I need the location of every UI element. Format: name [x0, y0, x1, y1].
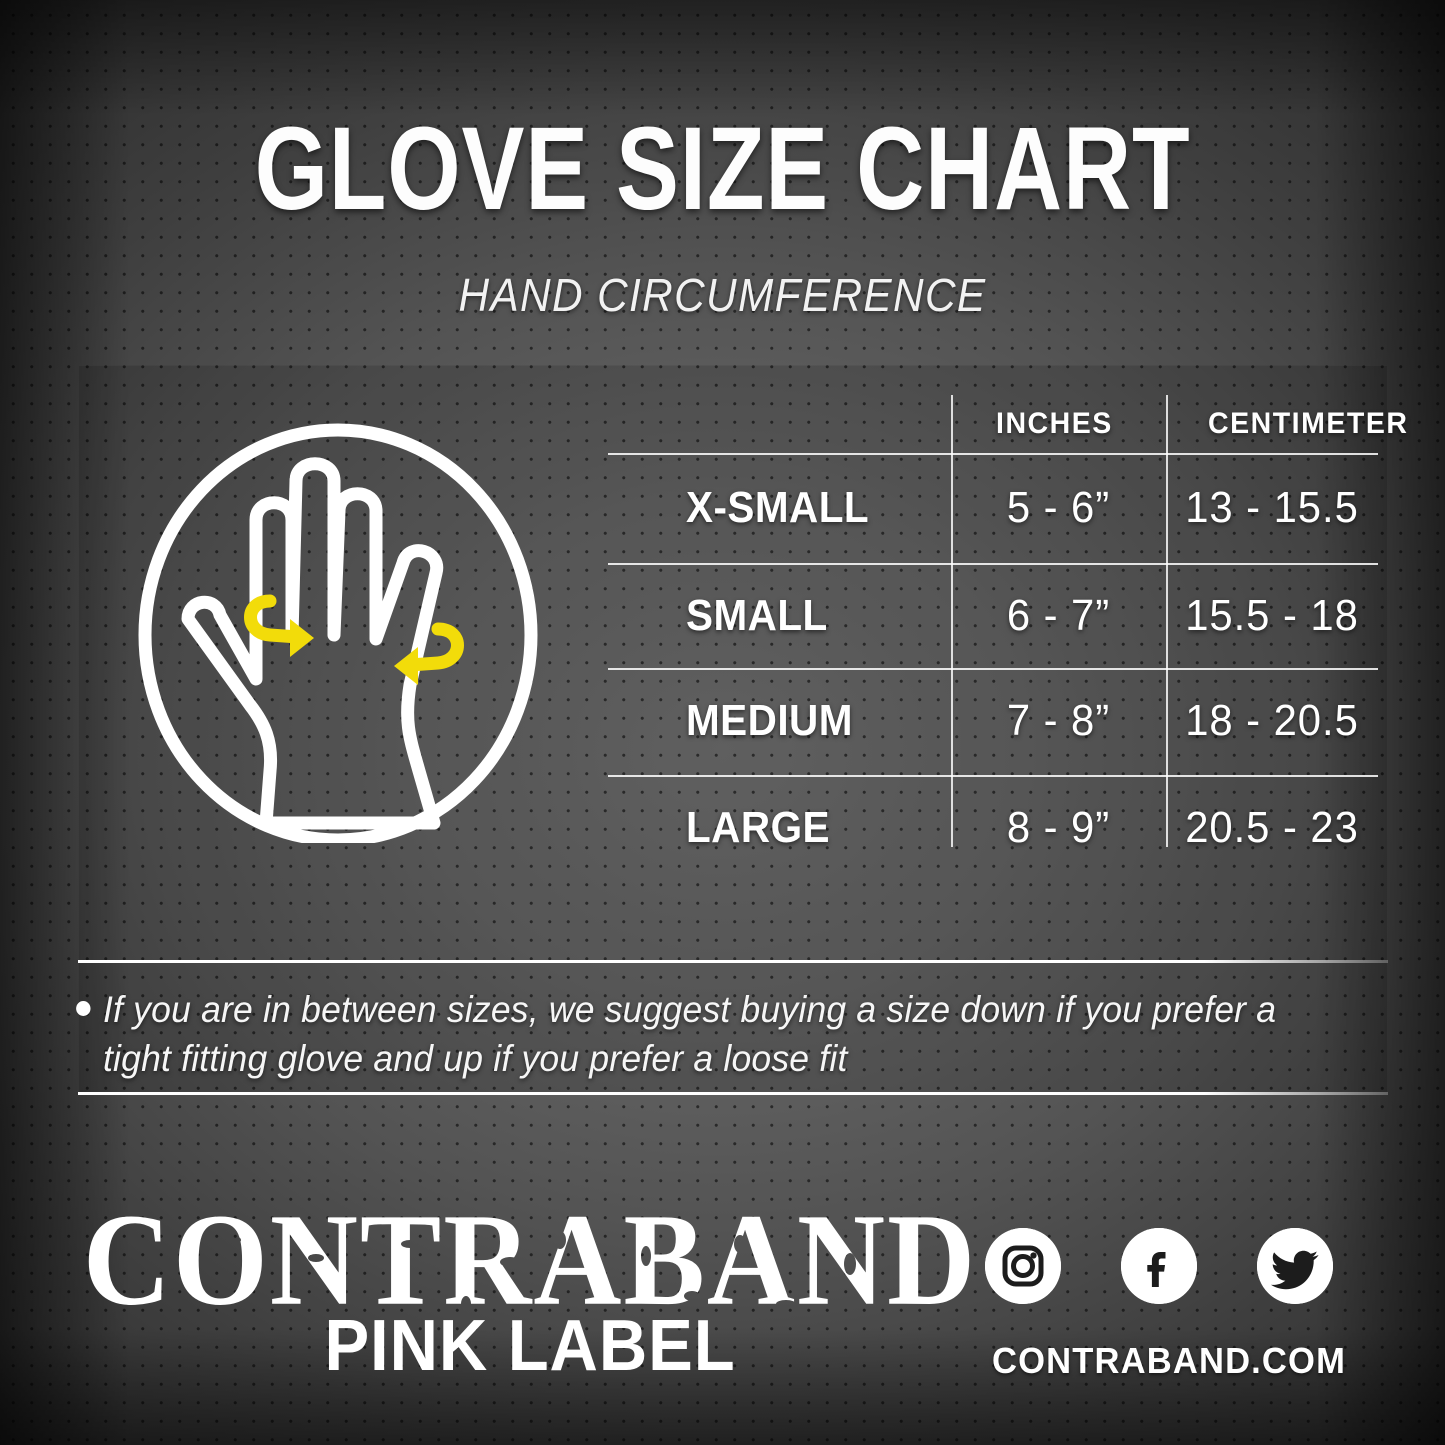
- brand-logo-distressed-mask: CONTRABAND: [83, 1200, 977, 1333]
- table-row-divider-0: [608, 453, 1378, 455]
- twitter-icon[interactable]: [1257, 1228, 1333, 1304]
- table-cell-centimeter: 15.5 - 18: [1185, 591, 1359, 640]
- table-cell-inches: 6 - 7”: [1006, 591, 1111, 640]
- social-links: CONTRABAND.COM: [985, 1228, 1347, 1388]
- table-cell-inches: 8 - 9”: [1006, 803, 1111, 852]
- table-row-divider-1: [608, 563, 1378, 565]
- table-cell-centimeter: 18 - 20.5: [1185, 696, 1359, 745]
- measure-arrow-left: [244, 594, 314, 657]
- note-divider-top: [78, 960, 1388, 963]
- brand-logo: CONTRABAND PINK LABEL: [80, 1200, 980, 1385]
- page-subtitle: HAND CIRCUMFERENCE: [458, 269, 987, 321]
- note-label: If you are in between sizes, we suggest …: [103, 989, 1277, 1080]
- table-cell-centimeter: 13 - 15.5: [1185, 483, 1359, 532]
- brand-name: CONTRABAND: [83, 1200, 977, 1333]
- column-header-centimeter: CENTIMETER: [1208, 407, 1409, 440]
- table-column-divider-1: [951, 395, 953, 847]
- instagram-icon[interactable]: [985, 1228, 1061, 1304]
- table-row-size-label: X-SMALL: [686, 483, 870, 532]
- note-divider-bottom: [78, 1092, 1388, 1095]
- size-chart-panel: INCHES CENTIMETER X-SMALL 5 - 6” 13 - 15…: [78, 365, 1407, 1093]
- table-cell-inches: 7 - 8”: [1006, 696, 1111, 745]
- brand-sub-name: PINK LABEL: [324, 1306, 736, 1386]
- table-row-size-label: SMALL: [686, 591, 828, 640]
- table-row-divider-3: [608, 775, 1378, 777]
- page-title: GLOVE SIZE CHART: [254, 103, 1191, 235]
- table-cell-inches: 5 - 6”: [1006, 483, 1111, 532]
- bullet-icon: [76, 1001, 91, 1016]
- facebook-icon[interactable]: [1121, 1228, 1197, 1304]
- website-url[interactable]: CONTRABAND.COM: [992, 1340, 1347, 1381]
- table-cell-centimeter: 20.5 - 23: [1185, 803, 1359, 852]
- note-text: If you are in between sizes, we suggest …: [76, 985, 1284, 1083]
- column-header-inches: INCHES: [996, 407, 1113, 440]
- hand-measure-icon: [138, 423, 548, 847]
- size-table: INCHES CENTIMETER X-SMALL 5 - 6” 13 - 15…: [608, 385, 1407, 855]
- table-column-divider-2: [1166, 395, 1168, 847]
- measure-arrow-right: [394, 622, 464, 685]
- table-row-divider-2: [608, 668, 1378, 670]
- table-row-size-label: LARGE: [686, 803, 830, 852]
- table-row-size-label: MEDIUM: [686, 696, 853, 745]
